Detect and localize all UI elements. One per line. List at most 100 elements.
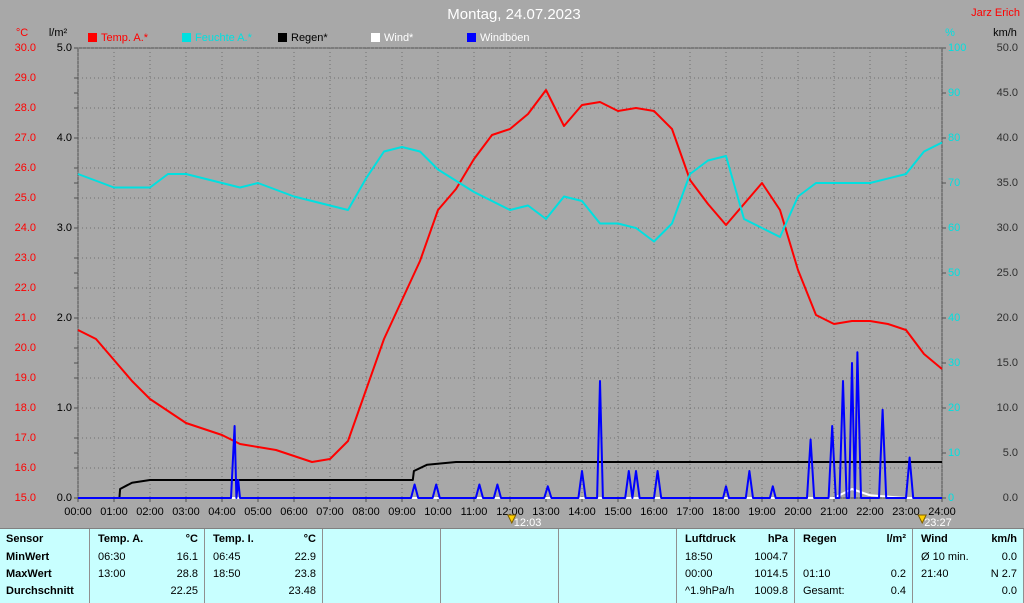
x-tick-label: 02:00 [136,506,164,518]
table-cell: 21:40 [921,568,949,580]
table-header: km/h [991,533,1017,545]
y-tick-label: 20 [948,402,960,414]
x-tick-label: 19:00 [748,506,776,518]
table-cell: 22.25 [170,585,198,597]
table-cell: Gesamt: [803,585,845,597]
y-tick-label: 15.0 [15,492,36,504]
table-header: hPa [767,533,788,545]
x-tick-label: 21:00 [820,506,848,518]
x-tick-label: 12:00 [496,506,524,518]
table-cell: 28.8 [176,568,198,580]
y-tick-label: 5.0 [1003,447,1018,459]
table-cell: 18:50 [213,568,241,580]
table-cell: ^1.9hPa/h [685,585,735,597]
x-tick-label: 03:00 [172,506,200,518]
table-header: Temp. I. [213,533,254,545]
table-header: MaxWert [6,568,52,580]
y-tick-label: 40.0 [997,132,1018,144]
table-block: Regen l/m² 01:10 0.2 Gesamt: 0.4 [795,529,913,603]
x-tick-label: 15:00 [604,506,632,518]
y-tick-label: 25.0 [15,192,36,204]
table-cell: 0.0 [1001,585,1017,597]
empty-block [323,529,441,603]
legend-swatch [278,33,287,42]
y-tick-label: 20.0 [15,342,36,354]
y-tick-label: 19.0 [15,372,36,384]
legend-label: Windböen [480,32,530,44]
y-tick-label: 100 [948,42,966,54]
table-header: MinWert [6,551,50,563]
chart: Montag, 24.07.2023 Jarz Erich °C l/m² % … [15,6,1020,528]
y-tick-label: 60 [948,222,960,234]
series-line [78,461,942,499]
x-tick-label: 16:00 [640,506,668,518]
series-line [77,141,943,243]
x-tick-label: 22:00 [856,506,884,518]
author: Jarz Erich [971,7,1020,19]
table-cell: 06:45 [213,551,241,563]
y-tick-label: 23.0 [15,252,36,264]
y-tick-label: 70 [948,177,960,189]
table-cell: Ø 10 min. [921,551,969,563]
y-tick-label: 15.0 [997,357,1018,369]
y-tick-label: 27.0 [15,132,36,144]
y-unit: °C [16,27,28,39]
y-tick-label: 26.0 [15,162,36,174]
y-tick-label: 50.0 [997,42,1018,54]
table-cell: 00:00 [685,568,713,580]
table-cell: 23.48 [288,585,316,597]
x-tick-label: 05:00 [244,506,272,518]
y-tick-label: 16.0 [15,462,36,474]
legend-label: Regen* [291,32,328,44]
chart-title: Montag, 24.07.2023 [447,6,580,23]
table-cell: 22.9 [294,551,316,563]
table-header: Regen [803,533,837,545]
legend-label: Feuchte A.* [195,32,253,44]
y-tick-label: 30 [948,357,960,369]
table-cell: 16.1 [176,551,198,563]
empty-block [441,529,559,603]
table-cell: 18:50 [685,551,713,563]
x-tick-label: 00:00 [64,506,92,518]
table-block: Temp. A. °C 06:30 16.1 13:00 28.8 22.25 [90,529,205,603]
y-tick-label: 0.0 [1003,492,1018,504]
x-tick-label: 07:00 [316,506,344,518]
y-tick-label: 3.0 [57,222,72,234]
y-tick-label: 22.0 [15,282,36,294]
table-cell: 1014.5 [754,568,788,580]
table-cell: 23.8 [294,568,316,580]
legend-swatch [88,33,97,42]
series-line [78,351,942,499]
y-tick-label: 18.0 [15,402,36,414]
y-tick-label: 30.0 [15,42,36,54]
y-tick-label: 30.0 [997,222,1018,234]
table-cell: 0.2 [890,568,906,580]
table-header: Wind [921,533,948,545]
table-cell: N 2.7 [990,568,1017,580]
table-cell: 1009.8 [754,585,788,597]
y-tick-label: 0.0 [57,492,72,504]
table-header: Luftdruck [685,533,736,545]
table-header: °C [185,533,198,545]
table-header: l/m² [886,533,906,545]
table-block: Luftdruck hPa 18:50 1004.7 00:00 1014.5 ^1.9hP… [677,529,795,603]
y4-unit: km/h [993,27,1017,39]
legend-label: Temp. A.* [101,32,149,44]
table-cell: 0.0 [1001,551,1017,563]
x-tick-label: 10:00 [424,506,452,518]
x-tick-label: 06:00 [280,506,308,518]
empty-block [559,529,677,603]
table-header: °C [303,533,316,545]
y-tick-label: 50 [948,267,960,279]
y-tick-label: 10.0 [997,402,1018,414]
table-cell: 01:10 [803,568,831,580]
y-tick-label: 28.0 [15,102,36,114]
y-tick-label: 45.0 [997,87,1018,99]
x-tick-label: 09:00 [388,506,416,518]
annotation-marker [506,514,517,525]
x-tick-label: 23:00 [892,506,920,518]
y-tick-label: 2.0 [57,312,72,324]
y-tick-label: 24.0 [15,222,36,234]
x-tick-label: 01:00 [100,506,128,518]
annotation-marker [917,514,928,525]
